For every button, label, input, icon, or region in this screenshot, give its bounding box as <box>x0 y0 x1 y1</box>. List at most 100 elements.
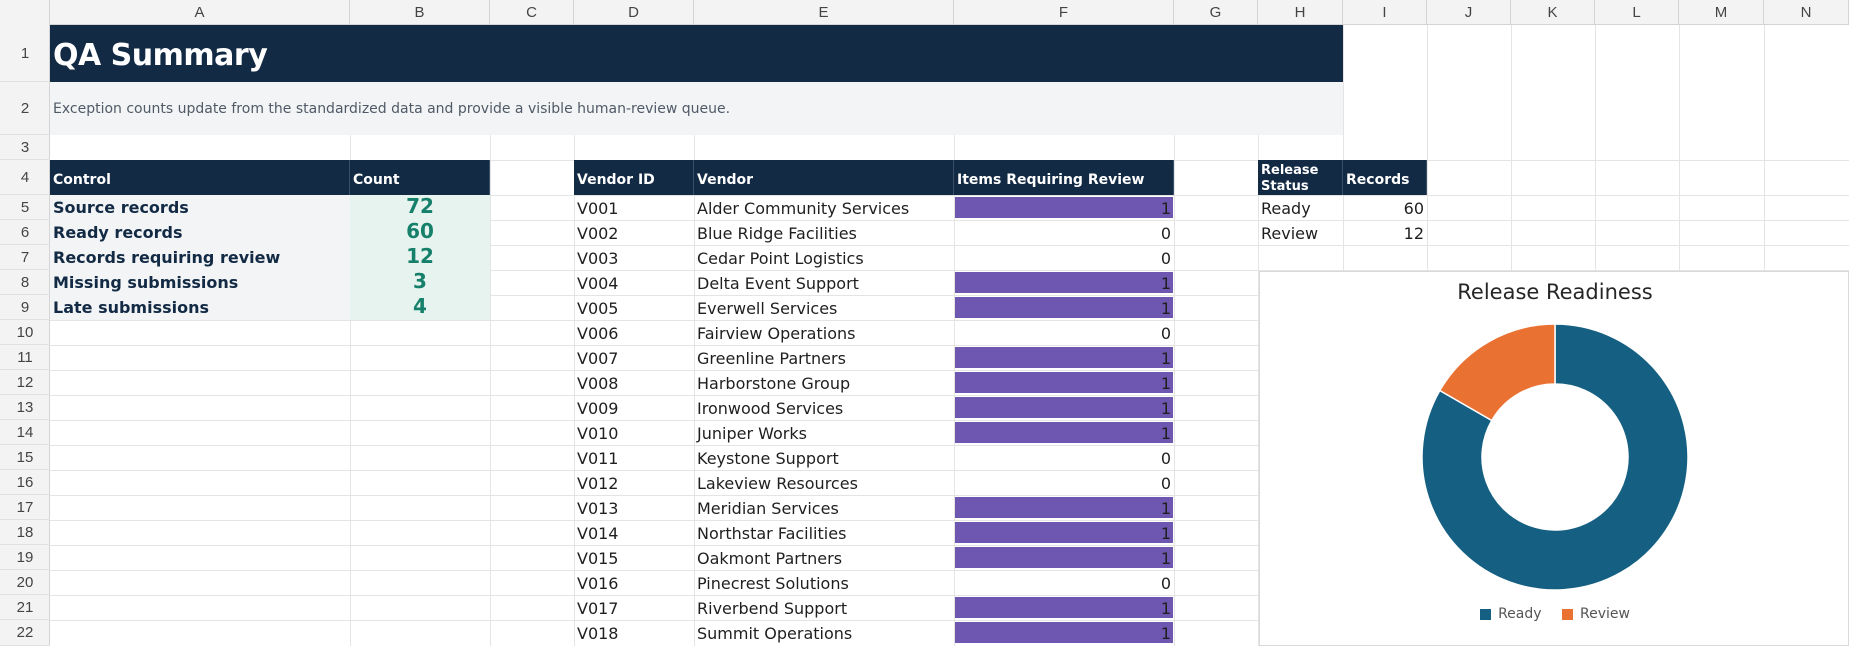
row-header[interactable]: 4 <box>0 160 50 195</box>
items-review-cell[interactable]: 1 <box>1160 274 1171 293</box>
control-header[interactable]: Control <box>50 160 350 195</box>
vendor-id-cell[interactable]: V014 <box>577 524 619 543</box>
items-review-cell[interactable]: 0 <box>1160 474 1171 493</box>
vendor-name-cell[interactable]: Greenline Partners <box>697 349 846 368</box>
release-records-cell[interactable]: 12 <box>1403 224 1424 243</box>
row-header[interactable]: 3 <box>0 135 50 160</box>
vendor-name-cell[interactable]: Oakmont Partners <box>697 549 843 568</box>
items-review-cell[interactable]: 1 <box>1160 349 1171 368</box>
vendor-name-cell[interactable]: Meridian Services <box>697 499 839 518</box>
control-count[interactable]: 3 <box>350 270 490 295</box>
column-header-n[interactable]: N <box>1764 0 1849 25</box>
row-header[interactable]: 20 <box>0 570 50 595</box>
vendor-id-cell[interactable]: V017 <box>577 599 619 618</box>
control-count[interactable]: 12 <box>350 245 490 270</box>
row-header[interactable]: 17 <box>0 495 50 520</box>
vendor-name-cell[interactable]: Blue Ridge Facilities <box>697 224 857 243</box>
row-header[interactable]: 22 <box>0 620 50 646</box>
vendor-id-cell[interactable]: V006 <box>577 324 619 343</box>
column-header-c[interactable]: C <box>490 0 574 25</box>
items-review-cell[interactable]: 0 <box>1160 249 1171 268</box>
row-header[interactable]: 16 <box>0 470 50 495</box>
column-header-i[interactable]: I <box>1343 0 1427 25</box>
control-label[interactable]: Ready records <box>50 220 350 245</box>
row-header[interactable]: 2 <box>0 82 50 135</box>
vendor-name-cell[interactable]: Harborstone Group <box>697 374 851 393</box>
items-review-cell[interactable]: 0 <box>1160 574 1171 593</box>
row-header[interactable]: 13 <box>0 395 50 420</box>
vendor-name-cell[interactable]: Ironwood Services <box>697 399 844 418</box>
vendor-id-cell[interactable]: V015 <box>577 549 619 568</box>
vendor-name-cell[interactable]: Cedar Point Logistics <box>697 249 864 268</box>
column-header-f[interactable]: F <box>954 0 1174 25</box>
vendor-id-cell[interactable]: V012 <box>577 474 619 493</box>
vendor-id-cell[interactable]: V013 <box>577 499 619 518</box>
items-review-cell[interactable]: 1 <box>1160 499 1171 518</box>
column-header-g[interactable]: G <box>1174 0 1258 25</box>
row-header[interactable]: 10 <box>0 320 50 345</box>
release-status-cell[interactable]: Ready <box>1261 199 1311 218</box>
vendor-id-cell[interactable]: V002 <box>577 224 619 243</box>
control-count[interactable]: 4 <box>350 295 490 320</box>
items-review-cell[interactable]: 1 <box>1160 399 1171 418</box>
vendor-name-header[interactable]: Vendor <box>694 160 954 195</box>
vendor-name-cell[interactable]: Everwell Services <box>697 299 838 318</box>
release-status-cell[interactable]: Review <box>1261 224 1319 243</box>
column-header-l[interactable]: L <box>1595 0 1679 25</box>
row-header[interactable]: 19 <box>0 545 50 570</box>
select-all-corner[interactable] <box>0 0 50 25</box>
column-header-j[interactable]: J <box>1427 0 1511 25</box>
row-header[interactable]: 5 <box>0 195 50 220</box>
vendor-id-cell[interactable]: V018 <box>577 624 619 643</box>
items-review-cell[interactable]: 1 <box>1160 524 1171 543</box>
items-review-cell[interactable]: 0 <box>1160 449 1171 468</box>
vendor-id-cell[interactable]: V007 <box>577 349 619 368</box>
vendor-name-cell[interactable]: Juniper Works <box>697 424 807 443</box>
vendor-id-cell[interactable]: V011 <box>577 449 619 468</box>
row-header[interactable]: 7 <box>0 245 50 270</box>
items-review-cell[interactable]: 1 <box>1160 199 1171 218</box>
vendor-name-cell[interactable]: Pinecrest Solutions <box>697 574 849 593</box>
row-header[interactable]: 8 <box>0 270 50 295</box>
column-header-m[interactable]: M <box>1679 0 1764 25</box>
row-header[interactable]: 6 <box>0 220 50 245</box>
vendor-name-cell[interactable]: Lakeview Resources <box>697 474 858 493</box>
column-header-a[interactable]: A <box>50 0 350 25</box>
control-label[interactable]: Missing submissions <box>50 270 350 295</box>
vendor-name-cell[interactable]: Delta Event Support <box>697 274 859 293</box>
items-review-cell[interactable]: 1 <box>1160 624 1171 643</box>
column-header-e[interactable]: E <box>694 0 954 25</box>
control-label[interactable]: Late submissions <box>50 295 350 320</box>
row-header[interactable]: 15 <box>0 445 50 470</box>
row-header[interactable]: 14 <box>0 420 50 445</box>
column-header-d[interactable]: D <box>574 0 694 25</box>
items-review-cell[interactable]: 1 <box>1160 424 1171 443</box>
vendor-name-cell[interactable]: Alder Community Services <box>697 199 910 218</box>
items-review-cell[interactable]: 1 <box>1160 374 1171 393</box>
vendor-id-cell[interactable]: V008 <box>577 374 619 393</box>
control-count[interactable]: 60 <box>350 220 490 245</box>
count-header[interactable]: Count <box>350 160 490 195</box>
vendor-id-cell[interactable]: V005 <box>577 299 619 318</box>
page-subtitle[interactable]: Exception counts update from the standar… <box>53 101 731 117</box>
control-label[interactable]: Records requiring review <box>50 245 350 270</box>
vendor-name-cell[interactable]: Summit Operations <box>697 624 853 643</box>
row-header[interactable]: 21 <box>0 595 50 620</box>
row-header[interactable]: 9 <box>0 295 50 320</box>
vendor-name-cell[interactable]: Riverbend Support <box>697 599 848 618</box>
row-header[interactable]: 1 <box>0 25 50 82</box>
vendor-id-cell[interactable]: V001 <box>577 199 619 218</box>
column-header-h[interactable]: H <box>1258 0 1343 25</box>
records-header[interactable]: Records <box>1343 160 1427 195</box>
items-review-cell[interactable]: 1 <box>1160 299 1171 318</box>
items-review-cell[interactable]: 0 <box>1160 224 1171 243</box>
row-header[interactable]: 12 <box>0 370 50 395</box>
vendor-id-cell[interactable]: V004 <box>577 274 619 293</box>
row-header[interactable]: 11 <box>0 345 50 370</box>
items-review-cell[interactable]: 1 <box>1160 549 1171 568</box>
column-header-k[interactable]: K <box>1511 0 1595 25</box>
items-review-cell[interactable]: 0 <box>1160 324 1171 343</box>
donut-slice-ready[interactable] <box>1421 323 1689 591</box>
release-readiness-chart[interactable]: Release Readiness Ready Review <box>1259 271 1849 646</box>
release-records-cell[interactable]: 60 <box>1403 199 1424 218</box>
